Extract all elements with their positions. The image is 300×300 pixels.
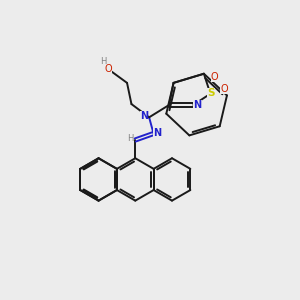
Text: S: S [207,88,214,98]
Text: N: N [193,100,202,110]
Text: O: O [220,84,228,94]
Text: N: N [154,128,162,138]
Text: O: O [104,64,112,74]
Text: H: H [127,134,133,143]
Text: O: O [211,72,219,82]
Text: H: H [100,57,106,66]
Text: N: N [140,111,148,121]
